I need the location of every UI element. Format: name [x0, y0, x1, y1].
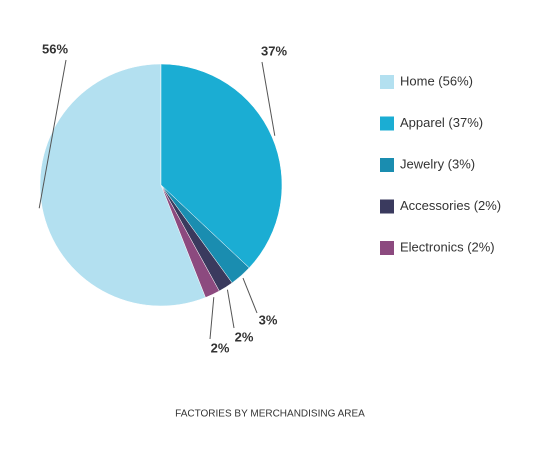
data-label: 2% [211, 340, 230, 355]
leader-line [261, 61, 276, 136]
legend-swatch [380, 75, 394, 89]
data-label: 37% [261, 43, 287, 58]
data-label: 3% [259, 312, 278, 327]
legend-swatch [380, 199, 394, 214]
data-label: 2% [235, 329, 254, 344]
legend-label: Electronics (2%) [400, 239, 495, 254]
chart-title: FACTORIES BY MERCHANDISING AREA [175, 409, 365, 420]
legend-label: Jewelry (3%) [400, 156, 475, 171]
legend-swatch [380, 241, 394, 255]
legend-label: Home (56%) [400, 73, 473, 88]
legend-label: Accessories (2%) [400, 198, 501, 213]
legend-label: Apparel (37%) [400, 115, 483, 130]
legend-swatch [380, 158, 394, 172]
pie-slice [39, 63, 206, 307]
legend-swatch [380, 116, 394, 131]
data-label: 56% [42, 41, 68, 56]
pie-slice [160, 63, 283, 269]
pie-slice [160, 184, 220, 298]
leader-line [242, 277, 258, 314]
leader-line [226, 289, 235, 329]
leader-line [38, 59, 67, 209]
leader-line [209, 297, 215, 340]
